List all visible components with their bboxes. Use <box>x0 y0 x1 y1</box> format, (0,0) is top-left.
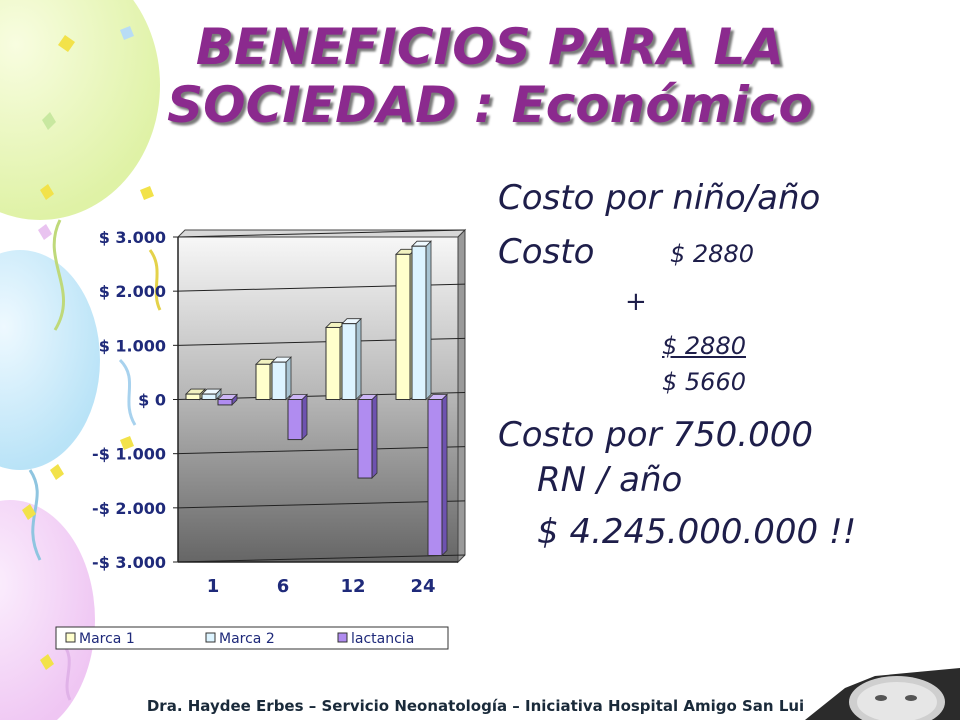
legend-box <box>55 626 449 650</box>
bar-lactancia-1 <box>217 399 233 406</box>
blue-balloon <box>0 250 100 470</box>
title-line-1: BENEFICIOS PARA LA <box>195 18 785 76</box>
bar-marca-1-6 <box>255 363 271 400</box>
green-balloon <box>0 0 160 220</box>
gridline <box>177 554 466 563</box>
y-tick-label: $ 3.000 <box>99 228 166 247</box>
y-tick-label: $ 0 <box>138 391 166 410</box>
y-tick-label: -$ 1.000 <box>92 445 166 464</box>
bar-lactancia-24 <box>427 399 443 556</box>
legend-label: lactancia <box>351 631 414 647</box>
y-tick-label: -$ 2.000 <box>92 499 166 518</box>
gridline <box>177 229 466 238</box>
legend-label: Marca 1 <box>79 631 135 647</box>
bar-marca-1-12 <box>325 326 341 401</box>
x-tick-label: 6 <box>277 576 290 597</box>
costo-label: Costo <box>498 232 595 272</box>
confetti <box>22 26 154 670</box>
x-tick-label: 24 <box>410 576 435 597</box>
title-line-2: SOCIEDAD : Económico <box>167 76 813 134</box>
bar-marca-2-1 <box>201 393 217 401</box>
bar-marca-1-1 <box>185 393 201 401</box>
x-tick-label: 12 <box>340 576 365 597</box>
legend-swatch <box>205 632 216 643</box>
bar-side <box>301 393 308 441</box>
bar-side <box>355 317 362 401</box>
bar-side <box>441 393 448 557</box>
page-title: BENEFICIOS PARA LA SOCIEDAD : Económico <box>60 18 920 134</box>
costo-por-nino-label: Costo por niño/año <box>498 178 821 218</box>
legend-swatch <box>337 632 348 643</box>
costo-row: Costo $ 2880 <box>498 232 918 272</box>
x-tick-label: 1 <box>207 576 220 597</box>
baby-photo-icon <box>805 668 960 720</box>
costo-value: $ 2880 <box>670 240 754 268</box>
legend-label: Marca 2 <box>219 631 275 647</box>
bar-marca-2-24 <box>411 245 427 400</box>
plus-sign: + <box>625 287 647 317</box>
costo-por-rn-label: Costo por 750.000 <box>498 415 813 455</box>
bar-lactancia-12 <box>357 399 373 479</box>
amount-total: $ 5660 <box>662 368 746 396</box>
amount-underlined: $ 2880 <box>662 332 746 360</box>
total-cost-value: $ 4.245.000.000 !! <box>537 512 857 552</box>
gridline <box>177 500 466 509</box>
y-tick-label: $ 2.000 <box>99 282 166 301</box>
plot-right-face <box>457 228 466 564</box>
bar-marca-2-12 <box>341 323 357 400</box>
footer-credit: Dra. Haydee Erbes – Servicio Neonatologí… <box>146 697 814 715</box>
bar-side <box>371 393 378 480</box>
bar-marca-1-24 <box>395 253 411 400</box>
bar-marca-2-6 <box>271 361 287 400</box>
bar-side <box>425 240 432 401</box>
y-tick-label: -$ 3.000 <box>92 553 166 572</box>
bar-side <box>285 356 292 401</box>
pink-balloon <box>0 500 95 720</box>
legend-swatch <box>65 632 76 643</box>
rn-por-ano-label: RN / año <box>537 460 683 500</box>
y-tick-label: $ 1.000 <box>99 336 166 355</box>
bar-lactancia-6 <box>287 399 303 441</box>
gridline <box>177 446 466 455</box>
